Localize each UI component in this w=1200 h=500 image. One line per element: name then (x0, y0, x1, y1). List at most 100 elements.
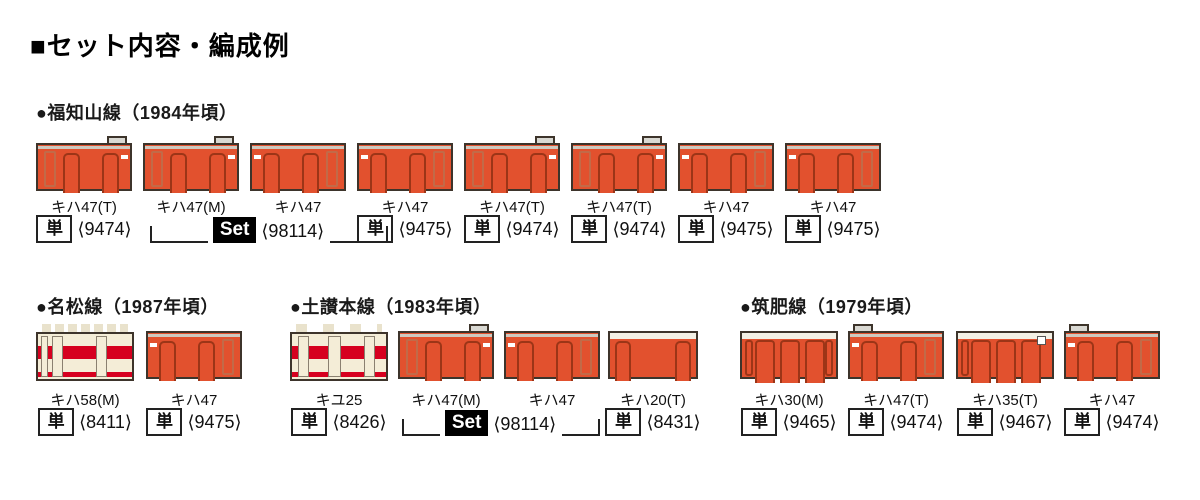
handle-icon (150, 343, 157, 347)
car-name: キハ47(T) (863, 392, 929, 409)
car-name: キハ47(T) (51, 199, 117, 216)
item-number: ⟨8431⟩ (646, 411, 701, 432)
louver-icon (222, 339, 234, 375)
end-window-icon (825, 340, 833, 376)
handle-icon (682, 155, 689, 159)
car-name: キハ47 (809, 199, 857, 216)
roof-line (359, 146, 451, 149)
handle-icon (483, 343, 490, 347)
roof-line (148, 334, 240, 337)
louver-icon (861, 151, 873, 187)
car-kiha35 (956, 324, 1054, 384)
bracket-line (150, 226, 208, 243)
door-icon (302, 153, 319, 193)
louver-icon (472, 151, 484, 187)
door-icon (861, 341, 878, 381)
handle-icon (361, 155, 368, 159)
door-icon (615, 341, 631, 381)
door-icon (996, 340, 1016, 383)
car-name: キハ47 (528, 392, 576, 409)
car-kiha47 (848, 324, 944, 384)
door-strip (328, 336, 341, 377)
red-bottom-stripe (38, 372, 132, 377)
tan-box: 単 (741, 408, 778, 436)
car-name: キハ47(T) (586, 199, 652, 216)
louver-icon (1140, 339, 1152, 375)
tan-box: 単 (957, 408, 994, 436)
handle-icon (549, 155, 556, 159)
roof-vents-icon (42, 324, 128, 333)
roof-tank-icon (214, 136, 234, 145)
tan-box: 単 (36, 215, 73, 243)
set-number: ⟨98114⟩ (261, 221, 325, 241)
car-kiha58 (36, 324, 134, 384)
roof-line (573, 146, 665, 149)
door-icon (1021, 340, 1041, 383)
roof-tank-icon (535, 136, 555, 145)
set-bracket: Set ⟨98114⟩ (150, 217, 388, 243)
handle-icon (508, 343, 515, 347)
roof-line (400, 334, 492, 337)
handle-icon (852, 343, 859, 347)
louver-icon (326, 151, 338, 187)
door-strip (96, 336, 107, 377)
tan-box: 単 (146, 408, 183, 436)
door-icon (837, 153, 854, 193)
item-number: ⟨9475⟩ (187, 411, 242, 432)
car-kiha47 (464, 136, 560, 196)
tail-window-icon (1037, 336, 1046, 345)
roof-line (787, 146, 879, 149)
door-icon (491, 153, 508, 193)
tan-box: 単 (785, 215, 822, 243)
louver-icon (580, 339, 592, 375)
car-kiha47 (1064, 324, 1160, 384)
bracket-line (562, 419, 600, 436)
door-icon (971, 340, 991, 383)
door-icon (675, 341, 691, 381)
car-kiha47 (143, 136, 239, 196)
door-strip (298, 336, 309, 377)
tan-box: 単 (38, 408, 75, 436)
tan-box: 単 (605, 408, 642, 436)
single-item-code: 単 ⟨9467⟩ (956, 408, 1054, 436)
single-item-code: 単 ⟨9474⟩ (464, 215, 560, 243)
door-icon (263, 153, 280, 193)
handle-icon (228, 155, 235, 159)
door-icon (1077, 341, 1094, 381)
tan-box: 単 (291, 408, 328, 436)
car-name: キハ58(M) (50, 392, 120, 409)
end-strip (41, 336, 48, 377)
roof-tank-icon (469, 324, 489, 333)
single-item-code: 単 ⟨8431⟩ (605, 408, 701, 436)
car-name: キユ25 (315, 392, 363, 409)
door-icon (598, 153, 615, 193)
page-title: ■セット内容・編成例 (30, 31, 290, 61)
handle-icon (656, 155, 663, 159)
door-icon (198, 341, 215, 381)
item-number: ⟨9474⟩ (505, 218, 560, 239)
item-number: ⟨9474⟩ (1105, 411, 1160, 432)
car-name: キハ20(T) (620, 392, 686, 409)
set-box: Set (444, 410, 489, 436)
end-window-icon (745, 340, 753, 376)
door-icon (1116, 341, 1133, 381)
louver-icon (924, 339, 936, 375)
door-icon (900, 341, 917, 381)
item-number: ⟨9474⟩ (612, 218, 667, 239)
louver-icon (433, 151, 445, 187)
section-heading-dosan: ●土讃本線（1983年頃） (290, 297, 492, 317)
door-icon (730, 153, 747, 193)
item-number: ⟨9474⟩ (77, 218, 132, 239)
tan-box: 単 (1064, 408, 1101, 436)
roof-strip (610, 333, 696, 339)
door-icon (637, 153, 654, 193)
roof-line (38, 146, 130, 149)
single-item-code: 単 ⟨9475⟩ (146, 408, 242, 436)
roof-tank-icon (107, 136, 127, 145)
car-kiha47 (504, 324, 600, 384)
item-number: ⟨9475⟩ (398, 218, 453, 239)
handle-icon (1068, 343, 1075, 347)
door-icon (63, 153, 80, 193)
single-item-code: 単 ⟨9474⟩ (571, 215, 667, 243)
